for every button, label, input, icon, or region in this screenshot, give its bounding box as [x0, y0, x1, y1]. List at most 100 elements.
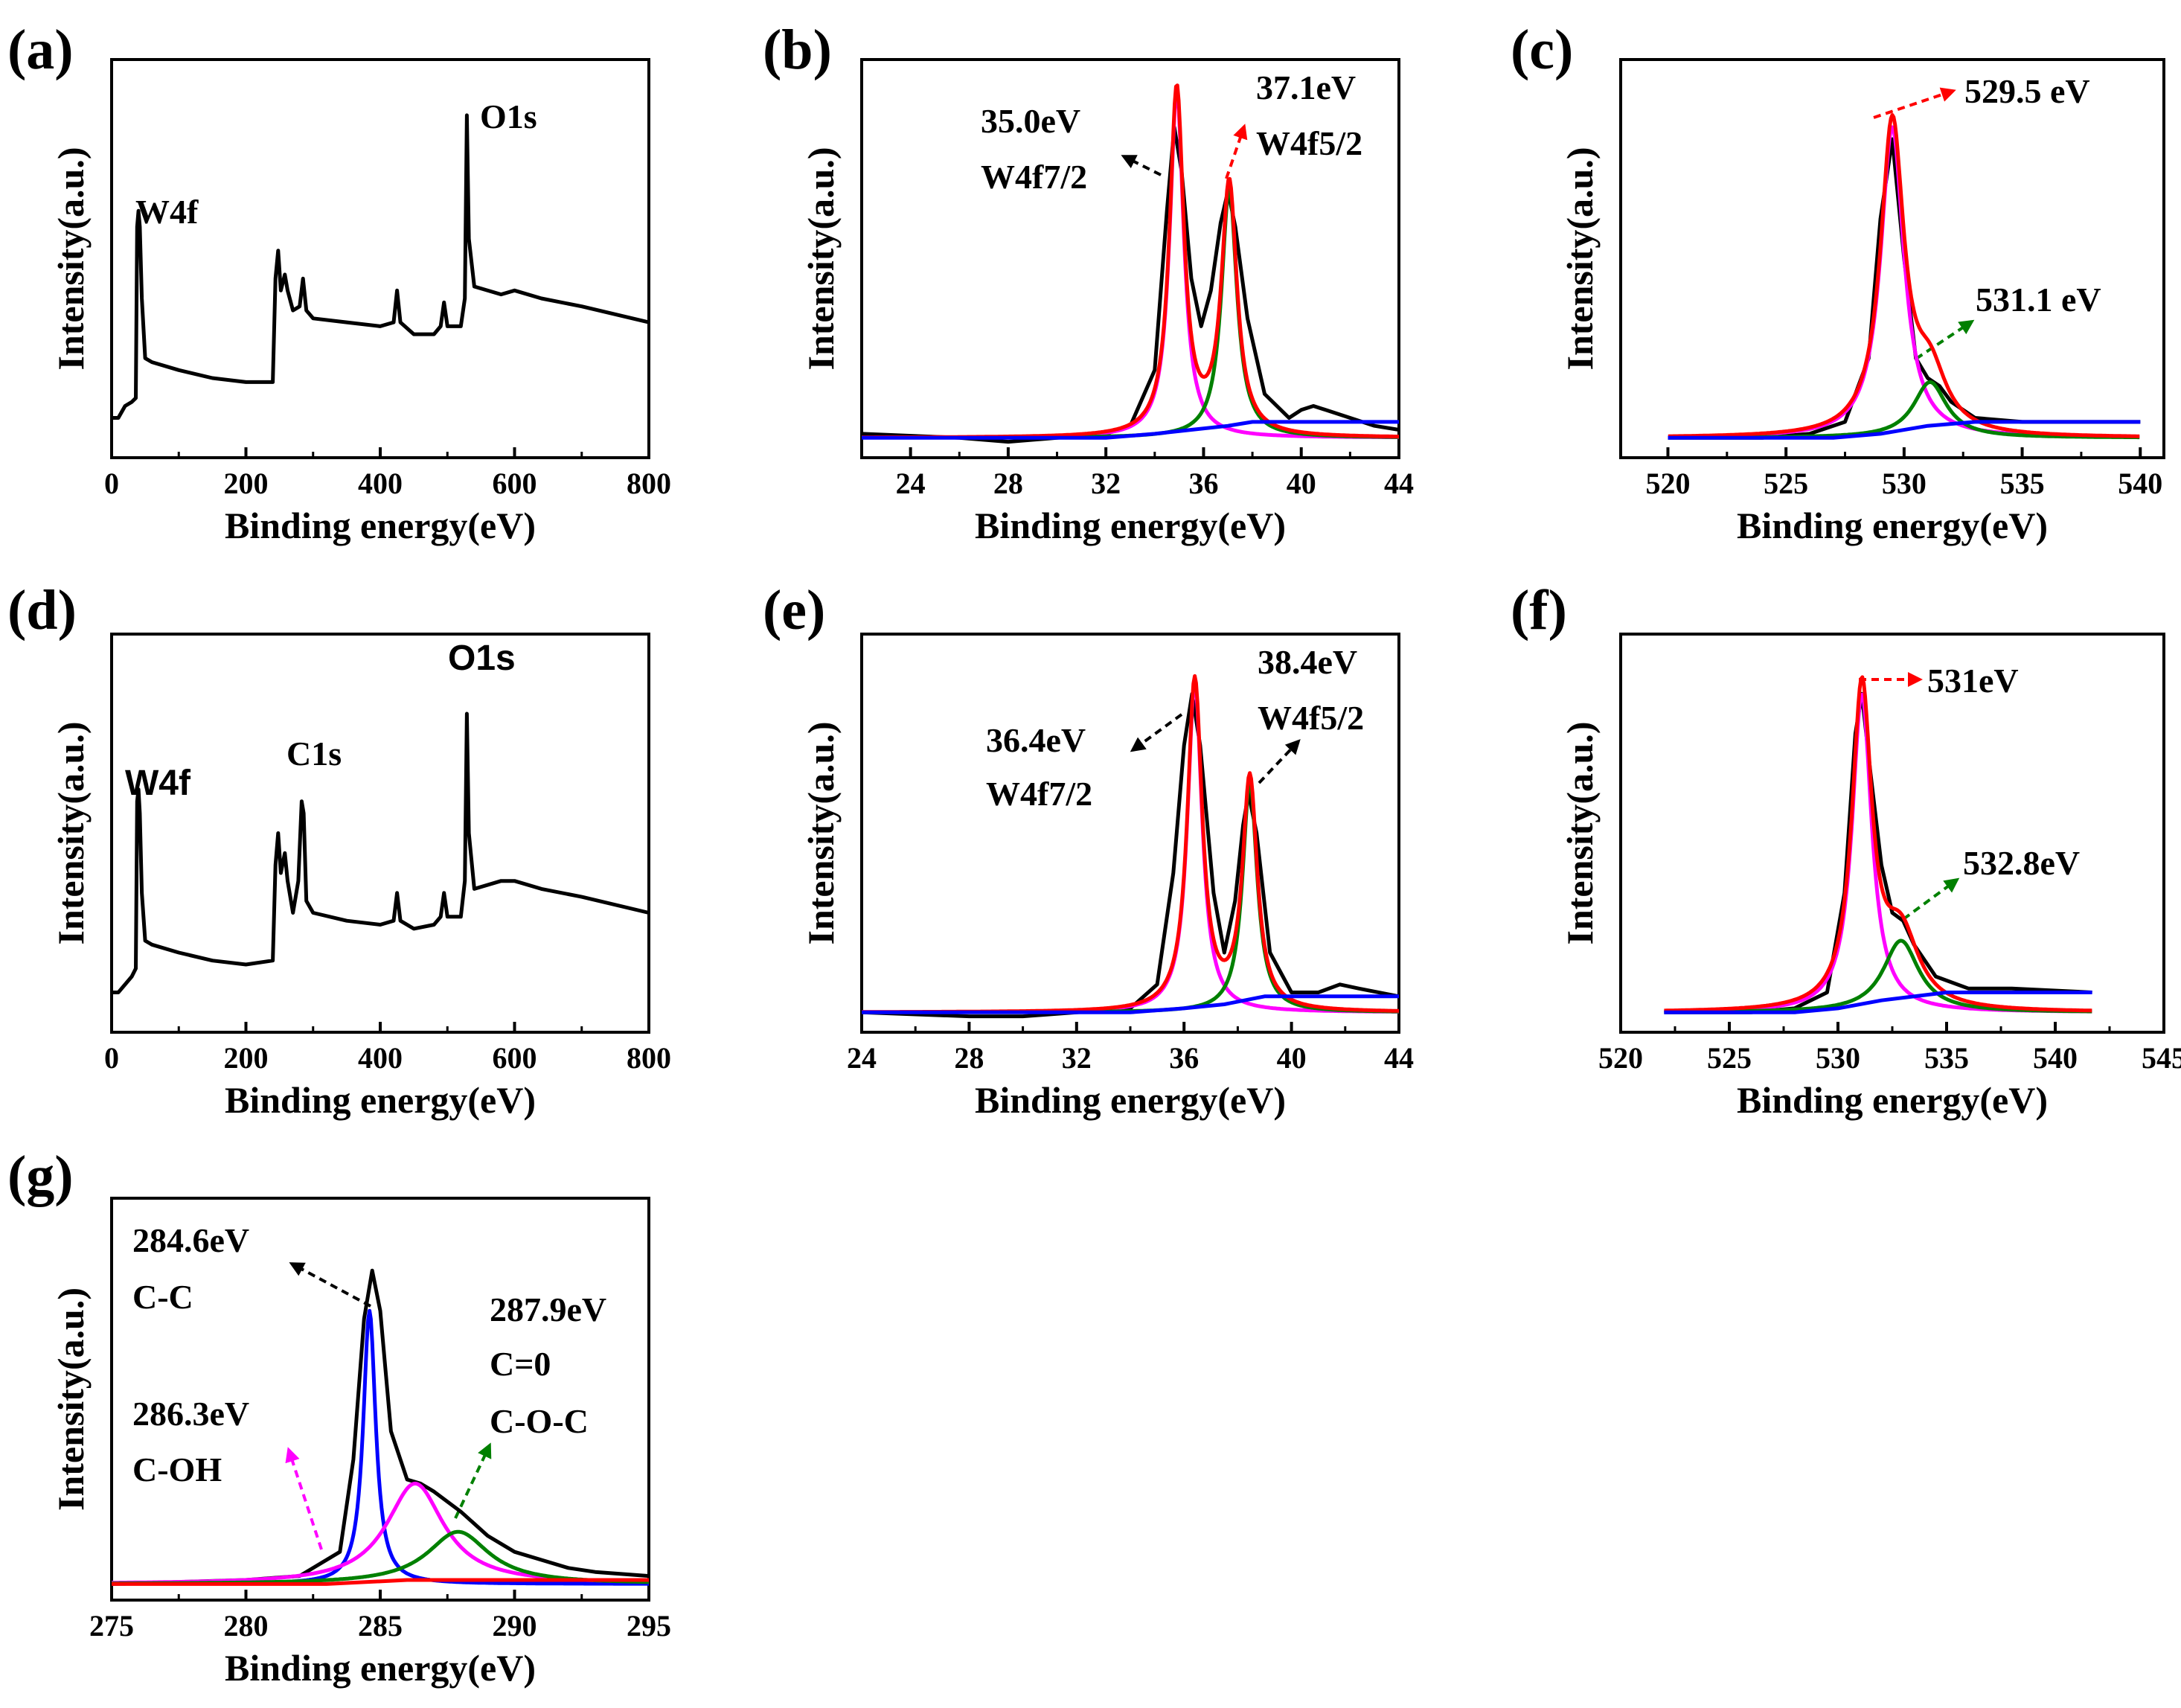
x-tick-label: 44 — [1384, 1041, 1414, 1075]
x-tick-label: 800 — [627, 1041, 671, 1075]
annotation-35-0ev: 35.0eV W4f7/2 — [981, 102, 1162, 196]
x-tick-label: 800 — [627, 467, 671, 500]
x-tick-label: 44 — [1384, 467, 1414, 500]
x-tick-label: 280 — [224, 1609, 269, 1643]
annotation-36-4ev: 36.4eV W4f7/2 — [986, 713, 1183, 813]
x-tick-label: 28 — [993, 467, 1023, 500]
x-tick-label: 535 — [2000, 467, 2045, 500]
series-line-raw — [1664, 691, 2092, 1014]
annotation-label: 284.6eV — [132, 1221, 249, 1259]
y-axis-title: Intensity(a.u.) — [1559, 147, 1601, 370]
x-tick-label: 36 — [1169, 1041, 1199, 1075]
x-tick-label: 36 — [1188, 467, 1218, 500]
x-tick-label: 295 — [627, 1609, 671, 1643]
annotation-label: C-OH — [132, 1450, 222, 1488]
annotation-label: 529.5 eV — [1964, 72, 2090, 110]
x-tick-label: 32 — [1062, 1041, 1092, 1075]
series-line-envelope — [1663, 675, 2092, 1013]
series-line-w4f5-2-fit — [861, 779, 1400, 1014]
annotation-arrow — [1873, 87, 1956, 119]
x-axis-title: Binding energy(eV) — [225, 505, 536, 546]
x-tick-label: 545 — [2142, 1041, 2181, 1075]
annotation-label: C-O-C — [490, 1402, 589, 1440]
y-axis-title: Intensity(a.u.) — [50, 147, 92, 370]
y-axis-title: Intensity(a.u.) — [800, 721, 842, 944]
panel-label: (c) — [1511, 19, 1573, 81]
annotation-arrow — [1902, 877, 1960, 921]
annotation-529-5ev: 529.5 eV — [1873, 72, 2090, 119]
annotation-label: W4f5/2 — [1256, 124, 1362, 162]
annotation-label: 38.4eV — [1258, 643, 1357, 681]
series-line-background — [862, 994, 1399, 1014]
x-tick-label: 540 — [2118, 467, 2162, 500]
panel-d: (d) W4f C1s O1s 0 200 400 600 800 Binding ene… — [7, 579, 671, 1121]
x-tick-label: 600 — [493, 1041, 537, 1075]
x-tick-label: 525 — [1764, 467, 1808, 500]
annotation-label: O1s — [448, 639, 516, 678]
annotation-arrow — [1915, 319, 1975, 360]
x-tick-label: 200 — [224, 467, 269, 500]
plot-frame — [1619, 58, 2165, 459]
panel-b: (b) 35.0eV W4f7/2 37.1eV W4f5/2 24 28 32 36… — [763, 19, 1414, 546]
annotation-arrow — [1258, 739, 1301, 784]
x-axis-title: Binding energy(eV) — [975, 505, 1286, 546]
plot-frame — [110, 58, 650, 459]
x-tick-label: 520 — [1645, 467, 1690, 500]
annotation-531ev: 531eV — [1859, 662, 2019, 700]
annotation-287-9ev: 287.9eV C=0 C-O-C — [454, 1290, 606, 1519]
annotation-label: 286.3eV — [132, 1395, 249, 1433]
annotation-label: C=0 — [490, 1345, 551, 1383]
annotation-w4f: W4f — [135, 193, 199, 231]
annotation-label: W4f7/2 — [981, 158, 1087, 196]
annotation-o1s: O1s — [480, 97, 537, 135]
annotation-284-6ev: 284.6eV C-C — [132, 1221, 371, 1316]
panel-g: (g) 284.6eV C-C 286.3eV C-OH 287.9eV C=0… — [7, 1145, 671, 1689]
plot-frame — [110, 633, 650, 1034]
annotation-286-3ev: 286.3eV C-OH — [132, 1395, 323, 1550]
x-tick-label: 600 — [493, 467, 537, 500]
annotation-label: O1s — [480, 97, 537, 135]
annotation-37-1ev: 37.1eV W4f5/2 — [1225, 68, 1362, 179]
plot-frame — [860, 633, 1400, 1034]
panel-c: (c) 529.5 eV 531.1 eV 520 525 530 535 540 Bin… — [1511, 19, 2165, 546]
x-axis-title: Binding energy(eV) — [975, 1079, 1286, 1121]
series-line-survey — [112, 711, 650, 994]
panel-f: (f) 531eV 532.8eV 520 525 530 535 540 545 Bind… — [1511, 579, 2181, 1121]
annotation-c1s: C1s — [286, 735, 342, 773]
annotation-label: 287.9eV — [490, 1290, 606, 1328]
plot-frame — [860, 58, 1400, 459]
panel-label: (a) — [7, 19, 74, 81]
series-line-raw — [861, 125, 1400, 444]
x-tick-label: 24 — [847, 1041, 877, 1075]
x-axis-title: Binding energy(eV) — [225, 1647, 536, 1689]
series-line-background — [112, 1578, 649, 1586]
x-tick-label: 32 — [1091, 467, 1121, 500]
annotation-label: 37.1eV — [1256, 68, 1356, 106]
annotation-label: W4f — [135, 193, 199, 231]
x-tick-label: 400 — [358, 467, 403, 500]
annotation-label: W4f7/2 — [986, 775, 1092, 813]
annotation-label: 35.0eV — [981, 102, 1080, 140]
y-axis-title: Intensity(a.u.) — [50, 1288, 92, 1511]
annotation-label: 36.4eV — [986, 721, 1086, 759]
annotation-label: 531.1 eV — [1976, 281, 2101, 319]
annotation-label: W4f — [125, 764, 191, 803]
series-line-background — [1668, 420, 2141, 440]
panel-e: (e) 36.4eV W4f7/2 38.4eV W4f5/2 24 28 32 36… — [763, 579, 1414, 1121]
panel-label: (b) — [763, 19, 832, 81]
series-line-raw — [111, 1268, 650, 1586]
series-line-raw — [861, 691, 1400, 1019]
x-tick-label: 200 — [224, 1041, 269, 1075]
x-tick-label: 540 — [2033, 1041, 2078, 1075]
series-line-survey — [112, 113, 650, 420]
panel-label: (f) — [1511, 579, 1567, 642]
annotation-label: C-C — [132, 1278, 193, 1316]
annotation-arrow — [1130, 713, 1183, 752]
x-tick-label: 530 — [1816, 1041, 1860, 1075]
x-axis-title: Binding energy(eV) — [225, 1079, 536, 1121]
series-line-c-o-c-o-c-fit — [111, 1529, 650, 1586]
y-axis-title: Intensity(a.u.) — [1559, 721, 1601, 944]
y-axis-title: Intensity(a.u.) — [800, 147, 842, 370]
series-line-c-c-fit — [111, 1308, 650, 1586]
